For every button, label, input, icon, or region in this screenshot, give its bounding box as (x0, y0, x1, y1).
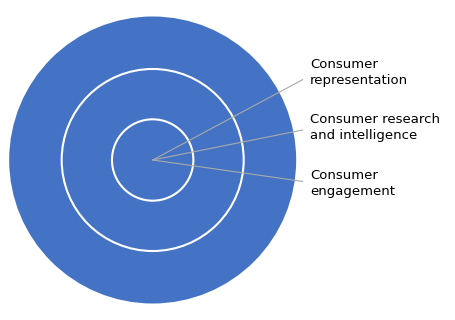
Text: Consumer research
and intelligence: Consumer research and intelligence (310, 113, 440, 142)
Text: Consumer
representation: Consumer representation (310, 58, 408, 87)
Circle shape (112, 119, 193, 201)
Text: Consumer
engagement: Consumer engagement (310, 169, 395, 198)
Circle shape (8, 15, 297, 305)
Circle shape (62, 69, 244, 251)
